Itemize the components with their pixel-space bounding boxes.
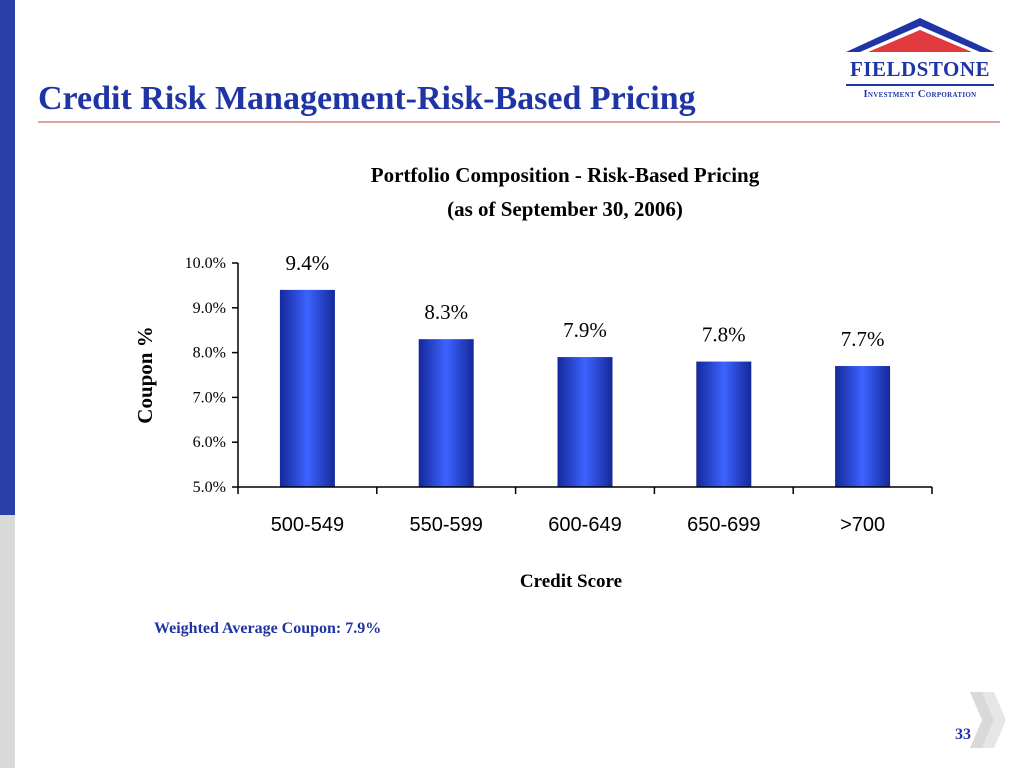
page-number: 33 [955, 726, 971, 743]
x-tick-label: 550-599 [409, 514, 482, 536]
data-label: 7.9% [563, 318, 607, 342]
chart-title-block: Portfolio Composition - Risk-Based Prici… [300, 158, 830, 226]
x-tick-label: 500-549 [271, 514, 344, 536]
y-tick-label: 10.0% [185, 255, 226, 272]
slide-title: Credit Risk Management-Risk-Based Pricin… [38, 80, 696, 117]
y-axis-title: Coupon % [133, 326, 157, 423]
x-axis-ticks: 500-549 550-599 600-649 650-699 >700 [237, 487, 933, 536]
y-tick-label: 6.0% [193, 434, 226, 451]
logo-subtitle: Investment Corporation [863, 89, 977, 100]
data-label: 7.7% [841, 327, 885, 351]
x-tick-label: 600-649 [548, 514, 621, 536]
bar-700 [835, 366, 891, 487]
next-chevron-icon [970, 692, 1006, 748]
y-tick-label: 5.0% [193, 479, 226, 496]
data-label: 9.4% [286, 251, 330, 275]
x-tick-label: >700 [840, 514, 885, 536]
bar-550599 [418, 339, 474, 487]
bar-600649 [557, 357, 613, 487]
chart-subtitle: (as of September 30, 2006) [447, 197, 683, 221]
y-tick-label: 9.0% [193, 300, 226, 317]
y-tick-label: 8.0% [193, 345, 226, 362]
data-label: 8.3% [424, 300, 468, 324]
weighted-average-coupon-note: Weighted Average Coupon: 7.9% [154, 620, 382, 637]
y-axis-ticks: 5.0% 6.0% 7.0% 8.0% 9.0% 10.0% [185, 255, 238, 496]
chart-title: Portfolio Composition - Risk-Based Prici… [370, 163, 760, 187]
logo-name: FIELDSTONE [850, 57, 990, 81]
data-label: 7.8% [702, 323, 746, 347]
fieldstone-logo-roof-icon [846, 18, 994, 86]
left-accent-bar-lower [0, 515, 15, 768]
title-divider [38, 121, 1000, 123]
bars: 9.4% 8.3% 7.9% 7.8% 7.7% [279, 251, 891, 487]
x-axis-title: Credit Score [520, 571, 622, 592]
bar-500549 [279, 289, 335, 487]
y-tick-label: 7.0% [193, 389, 226, 406]
bar-650699 [696, 361, 752, 487]
x-tick-label: 650-699 [687, 514, 760, 536]
left-accent-bar [0, 0, 15, 515]
